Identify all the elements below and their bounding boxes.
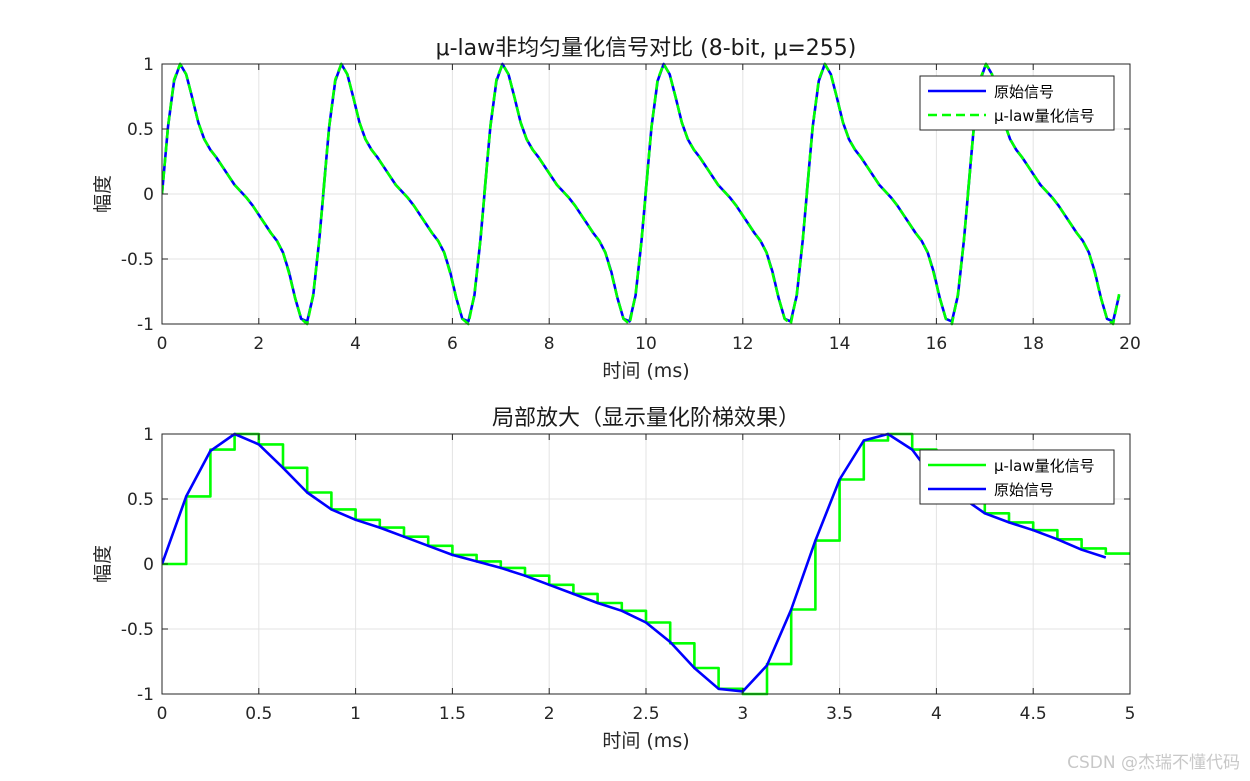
legend-entry: 原始信号 [994,481,1054,499]
x-tick-label: 20 [1119,334,1141,354]
x-tick-label: 18 [1022,334,1044,354]
x-tick-label: 12 [732,334,754,354]
x-axis-label: 时间 (ms) [602,360,689,382]
x-tick-label: 6 [447,334,458,354]
y-tick-label: -1 [137,315,154,335]
x-tick-label: 2.5 [632,704,659,724]
legend-entry: μ-law量化信号 [994,457,1095,475]
x-tick-label: 16 [926,334,948,354]
chart-title: μ-law非均匀量化信号对比 (8-bit, μ=255) [436,36,857,61]
x-tick-label: 4 [350,334,361,354]
x-tick-label: 0 [157,704,168,724]
zoomed-staircase-panel: 0 0.5 1 1.5 2 2.5 3 3.5 4 4.5 5 -1 -0.5 0 0.5 1 局部放大（显示量… [92,406,1135,752]
y-axis-label: 幅度 [92,545,114,583]
x-tick-label: 3 [737,704,748,724]
x-axis-label: 时间 (ms) [602,730,689,752]
legend-box [919,449,1115,505]
y-tick-label: 0.5 [127,120,154,140]
x-tick-label: 5 [1125,704,1136,724]
y-tick-label: 1 [143,55,154,75]
chart-title: 局部放大（显示量化阶梯效果） [492,406,800,431]
y-tick-label: -0.5 [121,250,154,270]
x-tick-label: 0 [157,334,168,354]
x-tick-label: 2 [544,704,555,724]
legend: 原始信号 μ-law量化信号 [919,75,1115,131]
x-tick-label: 4 [931,704,942,724]
csdn-watermark: CSDN @杰瑞不懂代码 [1067,753,1240,773]
x-tick-label: 14 [829,334,851,354]
x-tick-label: 2 [253,334,264,354]
y-tick-label: 0 [143,555,154,575]
x-tick-label: 1.5 [439,704,466,724]
y-tick-label: -1 [137,685,154,705]
series-line-mulaw [162,62,1121,326]
x-tick-label: 8 [544,334,555,354]
x-tick-label: 0.5 [245,704,272,724]
upper-waveform-panel: 0 2 4 6 8 10 12 14 16 18 20 -1 -0.5 0 0.5 1 μ-law非均匀量化信号… [92,36,1141,382]
y-tick-label: 1 [143,425,154,445]
legend-entry: 原始信号 [994,83,1054,101]
legend-box [919,75,1115,131]
y-tick-label: 0 [143,185,154,205]
x-tick-label: 10 [635,334,657,354]
x-tick-label: 1 [350,704,361,724]
y-axis-label: 幅度 [92,175,114,213]
x-tick-label: 3.5 [826,704,853,724]
y-tick-label: -0.5 [121,620,154,640]
x-tick-label: 4.5 [1020,704,1047,724]
y-tick-label: 0.5 [127,490,154,510]
legend-entry: μ-law量化信号 [994,107,1095,125]
